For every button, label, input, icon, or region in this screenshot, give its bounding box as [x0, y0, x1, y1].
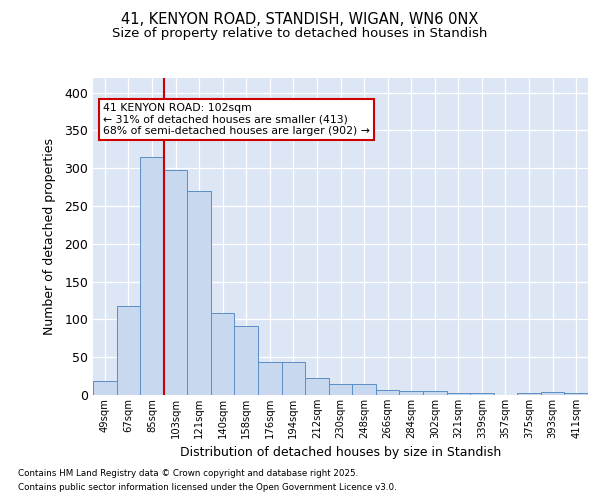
- Bar: [93, 380, 116, 395]
- Bar: [164, 170, 187, 395]
- Text: 41, KENYON ROAD, STANDISH, WIGAN, WN6 0NX: 41, KENYON ROAD, STANDISH, WIGAN, WN6 0N…: [121, 12, 479, 28]
- Bar: [187, 191, 211, 395]
- Bar: [258, 362, 281, 395]
- Bar: [116, 306, 140, 395]
- Bar: [565, 392, 588, 395]
- Text: Size of property relative to detached houses in Standish: Size of property relative to detached ho…: [112, 28, 488, 40]
- Bar: [352, 384, 376, 395]
- Bar: [329, 384, 352, 395]
- Bar: [423, 391, 446, 395]
- X-axis label: Distribution of detached houses by size in Standish: Distribution of detached houses by size …: [180, 446, 501, 460]
- Bar: [305, 378, 329, 395]
- Bar: [376, 390, 400, 395]
- Bar: [140, 157, 164, 395]
- Bar: [235, 326, 258, 395]
- Bar: [446, 392, 470, 395]
- Bar: [400, 391, 423, 395]
- Bar: [517, 392, 541, 395]
- Y-axis label: Number of detached properties: Number of detached properties: [43, 138, 56, 335]
- Bar: [470, 394, 494, 395]
- Bar: [541, 392, 565, 395]
- Text: Contains HM Land Registry data © Crown copyright and database right 2025.: Contains HM Land Registry data © Crown c…: [18, 468, 358, 477]
- Text: 41 KENYON ROAD: 102sqm
← 31% of detached houses are smaller (413)
68% of semi-de: 41 KENYON ROAD: 102sqm ← 31% of detached…: [103, 103, 370, 136]
- Bar: [281, 362, 305, 395]
- Bar: [211, 314, 235, 395]
- Text: Contains public sector information licensed under the Open Government Licence v3: Contains public sector information licen…: [18, 484, 397, 492]
